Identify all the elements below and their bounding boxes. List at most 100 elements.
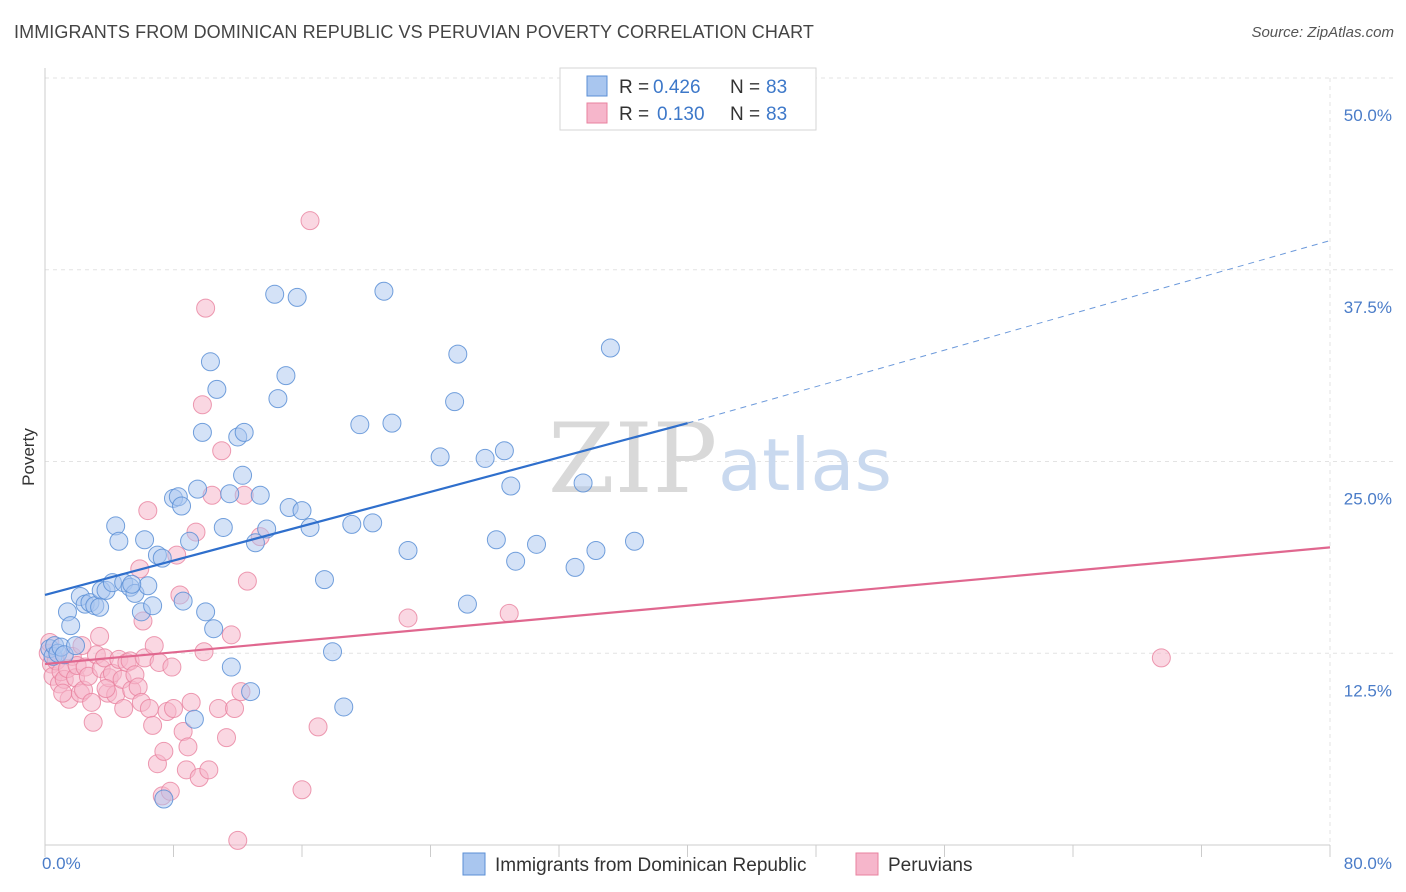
peruvians-point [82,692,102,712]
peruvians-point [162,657,182,677]
dominican-point [363,513,383,533]
dominican-point [486,530,506,550]
peruvians-point [96,679,116,699]
dominican-point [196,602,216,622]
legend-r-value-2: 0.130 [657,104,705,125]
dominican-point [61,616,81,636]
peruvians-point [228,830,248,850]
dominican-point [475,448,495,468]
peruvians-point [1151,648,1171,668]
peruvians-point [194,642,214,662]
dominican-point [106,516,126,536]
bottom-legend-label-dominican: Immigrants from Dominican Republic [495,855,807,876]
dominican-point [506,551,526,571]
peruvians-point [154,741,174,761]
dominican-point [220,484,240,504]
peruvians-point [181,692,201,712]
y-axis-label: Poverty [19,428,38,486]
peruvians-point [114,698,134,718]
x-tick-label-max: 80.0% [1344,854,1392,873]
dominican-point [586,540,606,560]
dominican-point [527,534,547,554]
peruvians-trend-line [44,546,1331,666]
peruvians-point [292,780,312,800]
peruvians-point [90,626,110,646]
x-tick-label-min: 0.0% [42,854,81,873]
dominican-point [138,576,158,596]
dominican-point [66,636,86,656]
dominican-point [276,366,296,386]
dominican-point [565,557,585,577]
peruvians-point [128,677,148,697]
peruvians-point [208,698,228,718]
peruvians-point [196,298,216,318]
legend-swatch-pink [586,102,608,124]
bottom-legend-swatch-blue [462,852,486,876]
y-tick-label: 50.0% [1344,106,1392,125]
dominican-point [457,594,477,614]
dominican-point [624,531,644,551]
y-tick-labels: 12.5% 25.0% 37.5% 50.0% [1344,106,1392,700]
chart-title: IMMIGRANTS FROM DOMINICAN REPUBLIC VS PE… [14,22,814,42]
y-tick-label: 12.5% [1344,681,1392,700]
peruvians-point [139,698,159,718]
watermark-zip: ZIP [548,403,717,515]
peruvians-point [83,712,103,732]
dominican-point [573,473,593,493]
dominican-point [445,392,465,412]
peruvians-point [53,683,73,703]
series-peruvians-points [38,211,1171,850]
peruvians-point [178,737,198,757]
dominican-point [342,514,362,534]
peruvians-point [212,441,232,461]
dominican-point [234,422,254,442]
dominican-point [241,682,261,702]
dominican-point [173,591,193,611]
dominican-point [323,642,343,662]
bottom-legend: Immigrants from Dominican Republic Peruv… [462,852,973,876]
dominican-point [172,496,192,516]
bottom-legend-label-peruvians: Peruvians [888,855,973,876]
dominican-trend-line [44,422,688,597]
dominican-point [292,501,312,521]
legend-r-label-1: R = [619,77,649,98]
dominican-point [184,709,204,729]
bottom-legend-swatch-pink [855,852,879,876]
dominican-point [300,517,320,537]
peruvians-point [398,608,418,628]
peruvians-point [221,625,241,645]
legend-n-label-2: N = [730,104,760,125]
trend-lines [44,240,1331,666]
legend-swatch-blue [586,75,608,97]
peruvians-point [164,698,183,718]
dominican-point [109,531,129,551]
peruvians-point [300,211,320,231]
y-tick-label: 25.0% [1344,490,1392,509]
dominican-point [334,697,354,717]
dominican-point [154,789,174,809]
source-label: Source: ZipAtlas.com [1251,24,1394,41]
legend-r-value-1: 0.426 [653,77,701,98]
peruvians-point [144,636,164,656]
dominican-point [135,530,155,550]
dominican-point [314,570,334,590]
dominican-point [122,574,142,594]
dominican-point [188,479,208,499]
dominican-point [265,284,285,304]
dominican-point [192,422,212,442]
peruvians-point [308,717,328,737]
dominican-point [430,447,450,467]
dominican-point [207,379,227,399]
watermark: ZIP atlas [548,403,892,515]
legend-n-value-1: 83 [766,77,787,98]
peruvians-point [138,501,158,521]
dominican-point [398,540,418,560]
dominican-point [382,413,402,433]
y-tick-label: 37.5% [1344,298,1392,317]
legend-r-label-2: R = [619,104,649,125]
dominican-point [143,596,163,616]
dominican-point [221,657,241,677]
peruvians-point [143,715,163,735]
dominican-point [374,281,394,301]
peruvians-point [237,571,257,591]
